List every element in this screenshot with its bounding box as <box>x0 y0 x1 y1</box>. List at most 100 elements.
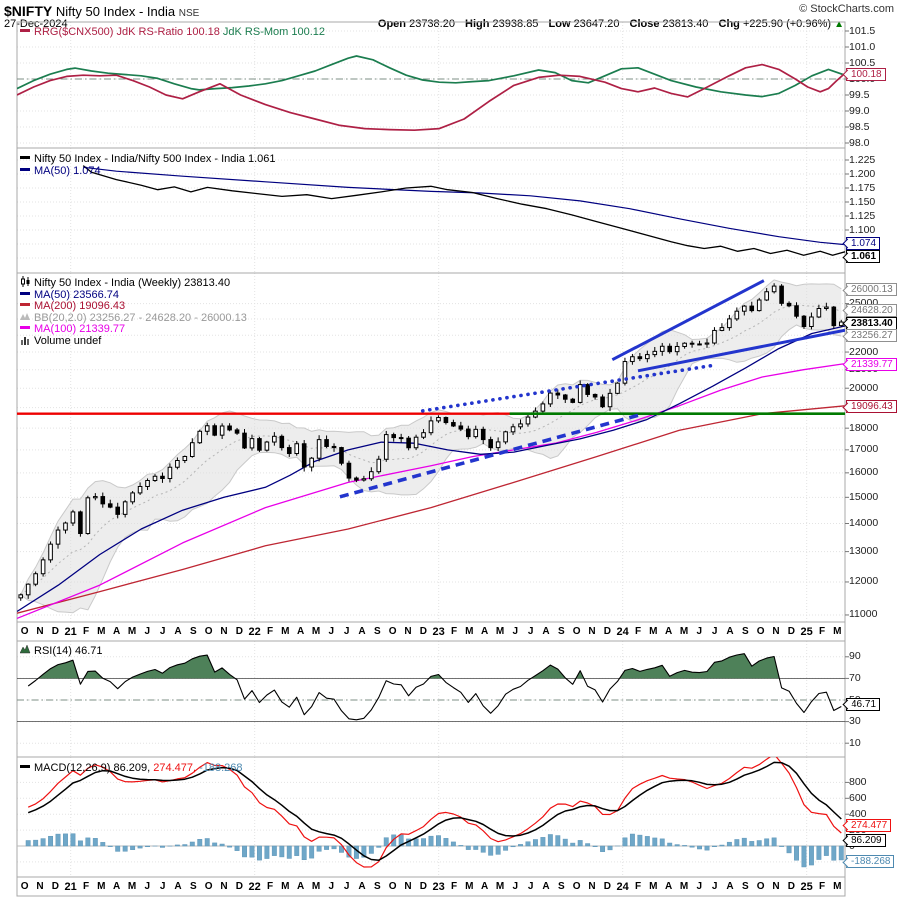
x-tick-label: M <box>281 881 290 892</box>
legend-text: MA(50) 23566.74 <box>34 288 119 301</box>
legend-text: MA(100) 21339.77 <box>34 323 126 335</box>
x-tick-label: J <box>343 626 350 637</box>
x-tick-label: M <box>833 881 842 892</box>
x-tick-label: D <box>419 626 427 637</box>
x-tick-label: J <box>159 626 166 637</box>
chart-date: 27-Dec-2024 <box>4 18 68 30</box>
price-badge: 23813.40 <box>842 316 897 330</box>
legend-price: MA(200) 19096.43 <box>20 299 125 313</box>
legend-text: RSI(14) 46.71 <box>34 645 103 657</box>
price-badge: -188.268 <box>842 855 895 869</box>
mound-icon <box>20 644 31 654</box>
legend-price: MA(100) 21339.77 <box>20 322 125 336</box>
y-tick-label: 800 <box>849 775 867 788</box>
dash-icon <box>20 29 30 32</box>
legend-macd: MACD(12,26,9) 86.209, 274.477, -188.268 <box>20 761 243 775</box>
wedge-lower-trendline <box>637 328 845 373</box>
x-tick-label: M <box>649 881 658 892</box>
x-tick-label: M <box>679 626 689 637</box>
x-tick-label: J <box>144 626 151 637</box>
legend-price: BB(20,2.0) 23256.27 - 24628.20 - 26000.1… <box>20 311 247 325</box>
copyright-link[interactable]: © StockCharts.com <box>799 3 894 15</box>
x-tick-label: D <box>787 881 795 892</box>
dashed-support-line <box>339 413 641 499</box>
x-tick-label: A <box>174 626 182 637</box>
price-badge: 19096.43 <box>842 400 897 414</box>
x-tick-label: N <box>404 626 412 637</box>
x-tick-label: J <box>512 881 519 892</box>
x-tick-label: S <box>557 626 565 637</box>
x-tick-label: O <box>204 881 213 892</box>
x-tick-label: D <box>787 626 795 637</box>
x-tick-label: 23 <box>432 626 445 638</box>
x-tick-label: M <box>465 626 474 637</box>
legend-text: MA(50) 1.074 <box>34 164 101 177</box>
x-tick-label: N <box>404 881 412 892</box>
x-tick-label: O <box>20 626 29 637</box>
open-label: Open <box>377 18 407 30</box>
x-tick-label: A <box>297 881 305 892</box>
price-badge: 1.061 <box>842 250 881 264</box>
legend-price: Volume undef <box>20 334 101 348</box>
x-tick-label: M <box>649 626 658 637</box>
x-tick-label: A <box>665 881 673 892</box>
dash-icon <box>20 765 30 768</box>
x-tick-label: A <box>358 881 366 892</box>
legend-text: -188.268 <box>199 762 243 774</box>
y-tick-label: 1.125 <box>849 209 876 222</box>
x-tick-label: N <box>588 626 596 637</box>
y-tick-label: 1.225 <box>849 153 876 166</box>
x-tick-label: A <box>542 881 550 892</box>
x-tick-label: F <box>634 626 642 637</box>
y-tick-label: 98.0 <box>849 136 870 149</box>
y-tick-label: 11000 <box>849 608 878 621</box>
x-tick-label: A <box>113 881 121 892</box>
chg-value: +225.90 (+0.96%) <box>742 18 832 30</box>
x-tick-label: 24 <box>616 881 629 893</box>
x-tick-label: 23 <box>432 881 445 893</box>
open-value: 23738.20 <box>409 18 455 30</box>
x-tick-label: D <box>51 626 59 637</box>
x-tick-label: O <box>204 626 213 637</box>
legend-text: Nifty 50 Index - India/Nifty 500 Index -… <box>34 153 276 165</box>
candle-icon <box>21 276 30 287</box>
x-tick-label: N <box>36 626 44 637</box>
x-tick-label: N <box>772 881 780 892</box>
x-tick-label: A <box>542 626 550 637</box>
legend-text: BB(20,2.0) 23256.27 - 24628.20 - 26000.1… <box>34 311 247 324</box>
dash-icon <box>20 291 30 295</box>
x-tick-label: D <box>419 881 427 892</box>
x-tick-label: F <box>82 626 90 637</box>
x-tick-label: M <box>311 626 321 637</box>
low-label: Low <box>548 18 571 30</box>
y-tick-label: 30 <box>849 715 861 728</box>
x-tick-label: O <box>572 626 581 637</box>
dash-icon <box>20 303 30 306</box>
y-tick-label: 98.5 <box>849 120 870 133</box>
bars-icon <box>21 336 29 345</box>
x-tick-label: 21 <box>64 881 77 893</box>
legend-text: 274.477, <box>153 762 200 774</box>
x-tick-label: D <box>235 626 243 637</box>
x-tick-label: A <box>665 626 673 637</box>
symbol: $NIFTY <box>4 3 53 19</box>
legend-rrg: RRG($CNX500) JdK RS-Ratio 100.18 JdK RS-… <box>20 25 325 39</box>
y-tick-label: 15000 <box>849 490 879 503</box>
x-tick-label: S <box>557 881 565 892</box>
header-title: $NIFTY Nifty 50 Index - India NSE <box>4 3 199 19</box>
x-tick-label: M <box>679 881 689 892</box>
x-tick-label: 21 <box>64 626 77 638</box>
price-badge: 274.477 <box>842 818 892 832</box>
y-tick-label: 16000 <box>849 466 879 479</box>
y-tick-label: 12000 <box>849 575 879 588</box>
x-tick-label: M <box>495 881 505 892</box>
x-tick-label: O <box>756 881 765 892</box>
x-tick-label: A <box>113 626 121 637</box>
x-tick-label: J <box>328 626 335 637</box>
legend-rsi: RSI(14) 46.71 <box>20 644 102 658</box>
y-tick-label: 22000 <box>849 345 879 358</box>
dotted-resistance-line <box>420 363 714 413</box>
price-badge: 100.18 <box>842 67 886 81</box>
chg-label: Chg <box>718 18 740 30</box>
x-tick-label: J <box>512 626 519 637</box>
